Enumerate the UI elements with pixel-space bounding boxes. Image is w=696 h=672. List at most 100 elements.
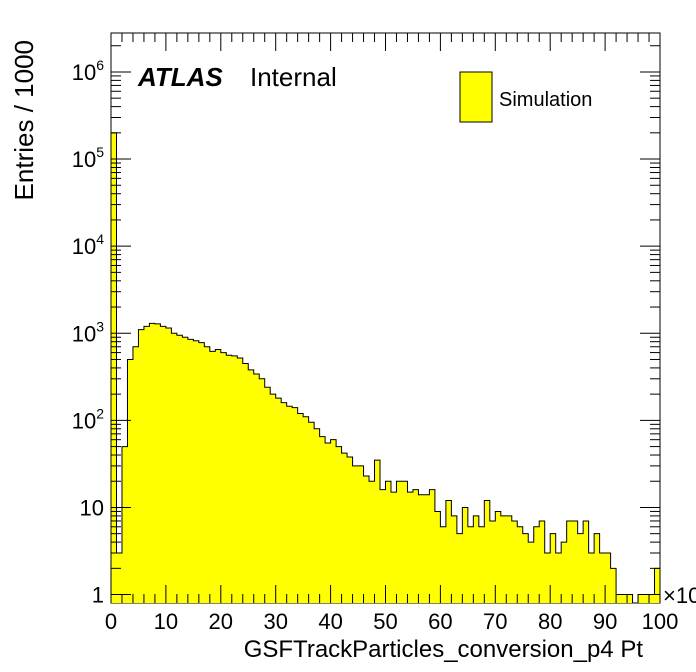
histogram-bin <box>407 492 414 603</box>
histogram-bin <box>385 481 392 603</box>
histogram-bin <box>116 553 123 603</box>
histogram-bin <box>539 520 546 603</box>
histogram-bin <box>275 398 282 603</box>
y-tick-label: 102 <box>72 405 104 433</box>
histogram-bin <box>187 339 194 603</box>
histogram-bin <box>572 520 578 603</box>
histogram-bin <box>610 568 617 603</box>
histogram-bin <box>121 446 128 603</box>
histogram-bin <box>467 526 474 603</box>
histogram-bars <box>110 132 661 604</box>
x-tick-label: 90 <box>593 609 617 634</box>
histogram-bin <box>605 553 611 603</box>
histogram-bin <box>577 533 584 603</box>
histogram-bin <box>347 456 353 603</box>
histogram-bin <box>369 481 375 603</box>
x-tick-label: 40 <box>318 609 342 634</box>
histogram-bin <box>358 465 364 603</box>
histogram-bin <box>319 436 326 603</box>
y-tick-label: 104 <box>72 231 104 259</box>
histogram-bin <box>253 374 260 603</box>
histogram-bin <box>176 335 183 603</box>
histogram-bin <box>138 329 145 603</box>
histogram-bin <box>220 352 227 603</box>
histogram-bin <box>561 542 567 603</box>
histogram-bin <box>341 453 348 603</box>
x-tick-label: 70 <box>483 609 507 634</box>
histogram-bin <box>522 533 529 603</box>
histogram-bin <box>621 594 628 603</box>
histogram-bin <box>193 340 200 603</box>
legend-swatch <box>459 71 493 123</box>
x-tick-label: 30 <box>263 609 287 634</box>
histogram-bin <box>198 342 205 603</box>
histogram-bin <box>215 349 222 603</box>
histogram-bin <box>226 355 233 603</box>
histogram-bin <box>281 402 287 603</box>
histogram-bin <box>594 533 600 603</box>
y-tick-label: 106 <box>72 57 104 85</box>
histogram-bin <box>599 553 606 603</box>
histogram-bin <box>165 327 172 603</box>
histogram-bin <box>445 500 452 603</box>
histogram-bin <box>517 526 524 603</box>
histogram-bin <box>500 515 507 603</box>
histogram-bin <box>390 492 397 603</box>
histogram-bin <box>303 416 309 603</box>
histogram-bin <box>297 413 304 603</box>
atlas-label: ATLAS <box>137 62 223 92</box>
y-axis-ticks: 1 10 102 103 104 105 106 <box>72 45 660 608</box>
histogram-bin <box>484 500 491 603</box>
histogram-bin <box>264 387 271 603</box>
histogram-bin <box>336 446 342 603</box>
histogram-bin <box>418 494 425 603</box>
histogram-bin <box>292 407 298 603</box>
y-tick-label: 105 <box>72 144 104 172</box>
x-tick-label: 10 <box>154 609 178 634</box>
x-axis-ticks: 0 10 20 30 40 50 60 70 80 90 100 <box>105 33 678 634</box>
histogram-bin <box>154 323 161 603</box>
x-tick-label: 100 <box>642 609 679 634</box>
histogram-bin <box>204 346 211 603</box>
histogram-bin <box>248 369 255 603</box>
x-tick-label: 50 <box>373 609 397 634</box>
histogram-bin <box>550 533 556 603</box>
histogram-bin <box>380 489 386 603</box>
histogram-bin <box>489 520 496 603</box>
y-tick-label: 103 <box>72 318 104 346</box>
histogram-bin <box>555 553 562 603</box>
histogram-bin <box>171 333 178 603</box>
histogram-bin <box>643 594 650 603</box>
histogram-bin <box>374 460 381 603</box>
histogram-bin <box>456 533 463 603</box>
histogram-bin <box>412 489 419 603</box>
histogram-bin <box>325 442 331 603</box>
histogram-bin <box>149 323 156 603</box>
histogram-bin <box>330 439 337 603</box>
histogram-bin <box>132 346 139 603</box>
histogram-bin <box>451 515 458 603</box>
histogram-bin <box>160 326 167 603</box>
histogram-bin <box>495 511 502 603</box>
histogram-bin <box>352 465 359 603</box>
histogram-bin <box>583 520 589 603</box>
x-multiplier: ×103 <box>663 580 696 608</box>
histogram-bin <box>434 511 441 603</box>
histogram-bin <box>270 394 276 603</box>
legend-label: Simulation <box>499 89 592 111</box>
histogram-bin <box>231 355 238 603</box>
histogram-bin <box>396 481 403 603</box>
histogram-bin <box>286 406 293 603</box>
histogram-bin <box>616 594 622 603</box>
histogram-bin <box>654 568 661 603</box>
y-axis-label: Entries / 1000 <box>9 40 39 200</box>
histogram-bin <box>588 553 595 603</box>
histogram-bin <box>506 515 513 603</box>
y-tick-label: 1 <box>92 583 104 608</box>
histogram-bin <box>511 520 518 603</box>
histogram-bin <box>627 594 633 603</box>
histogram-bin <box>308 422 315 603</box>
histogram-bin <box>363 475 370 603</box>
x-tick-label: 80 <box>538 609 562 634</box>
